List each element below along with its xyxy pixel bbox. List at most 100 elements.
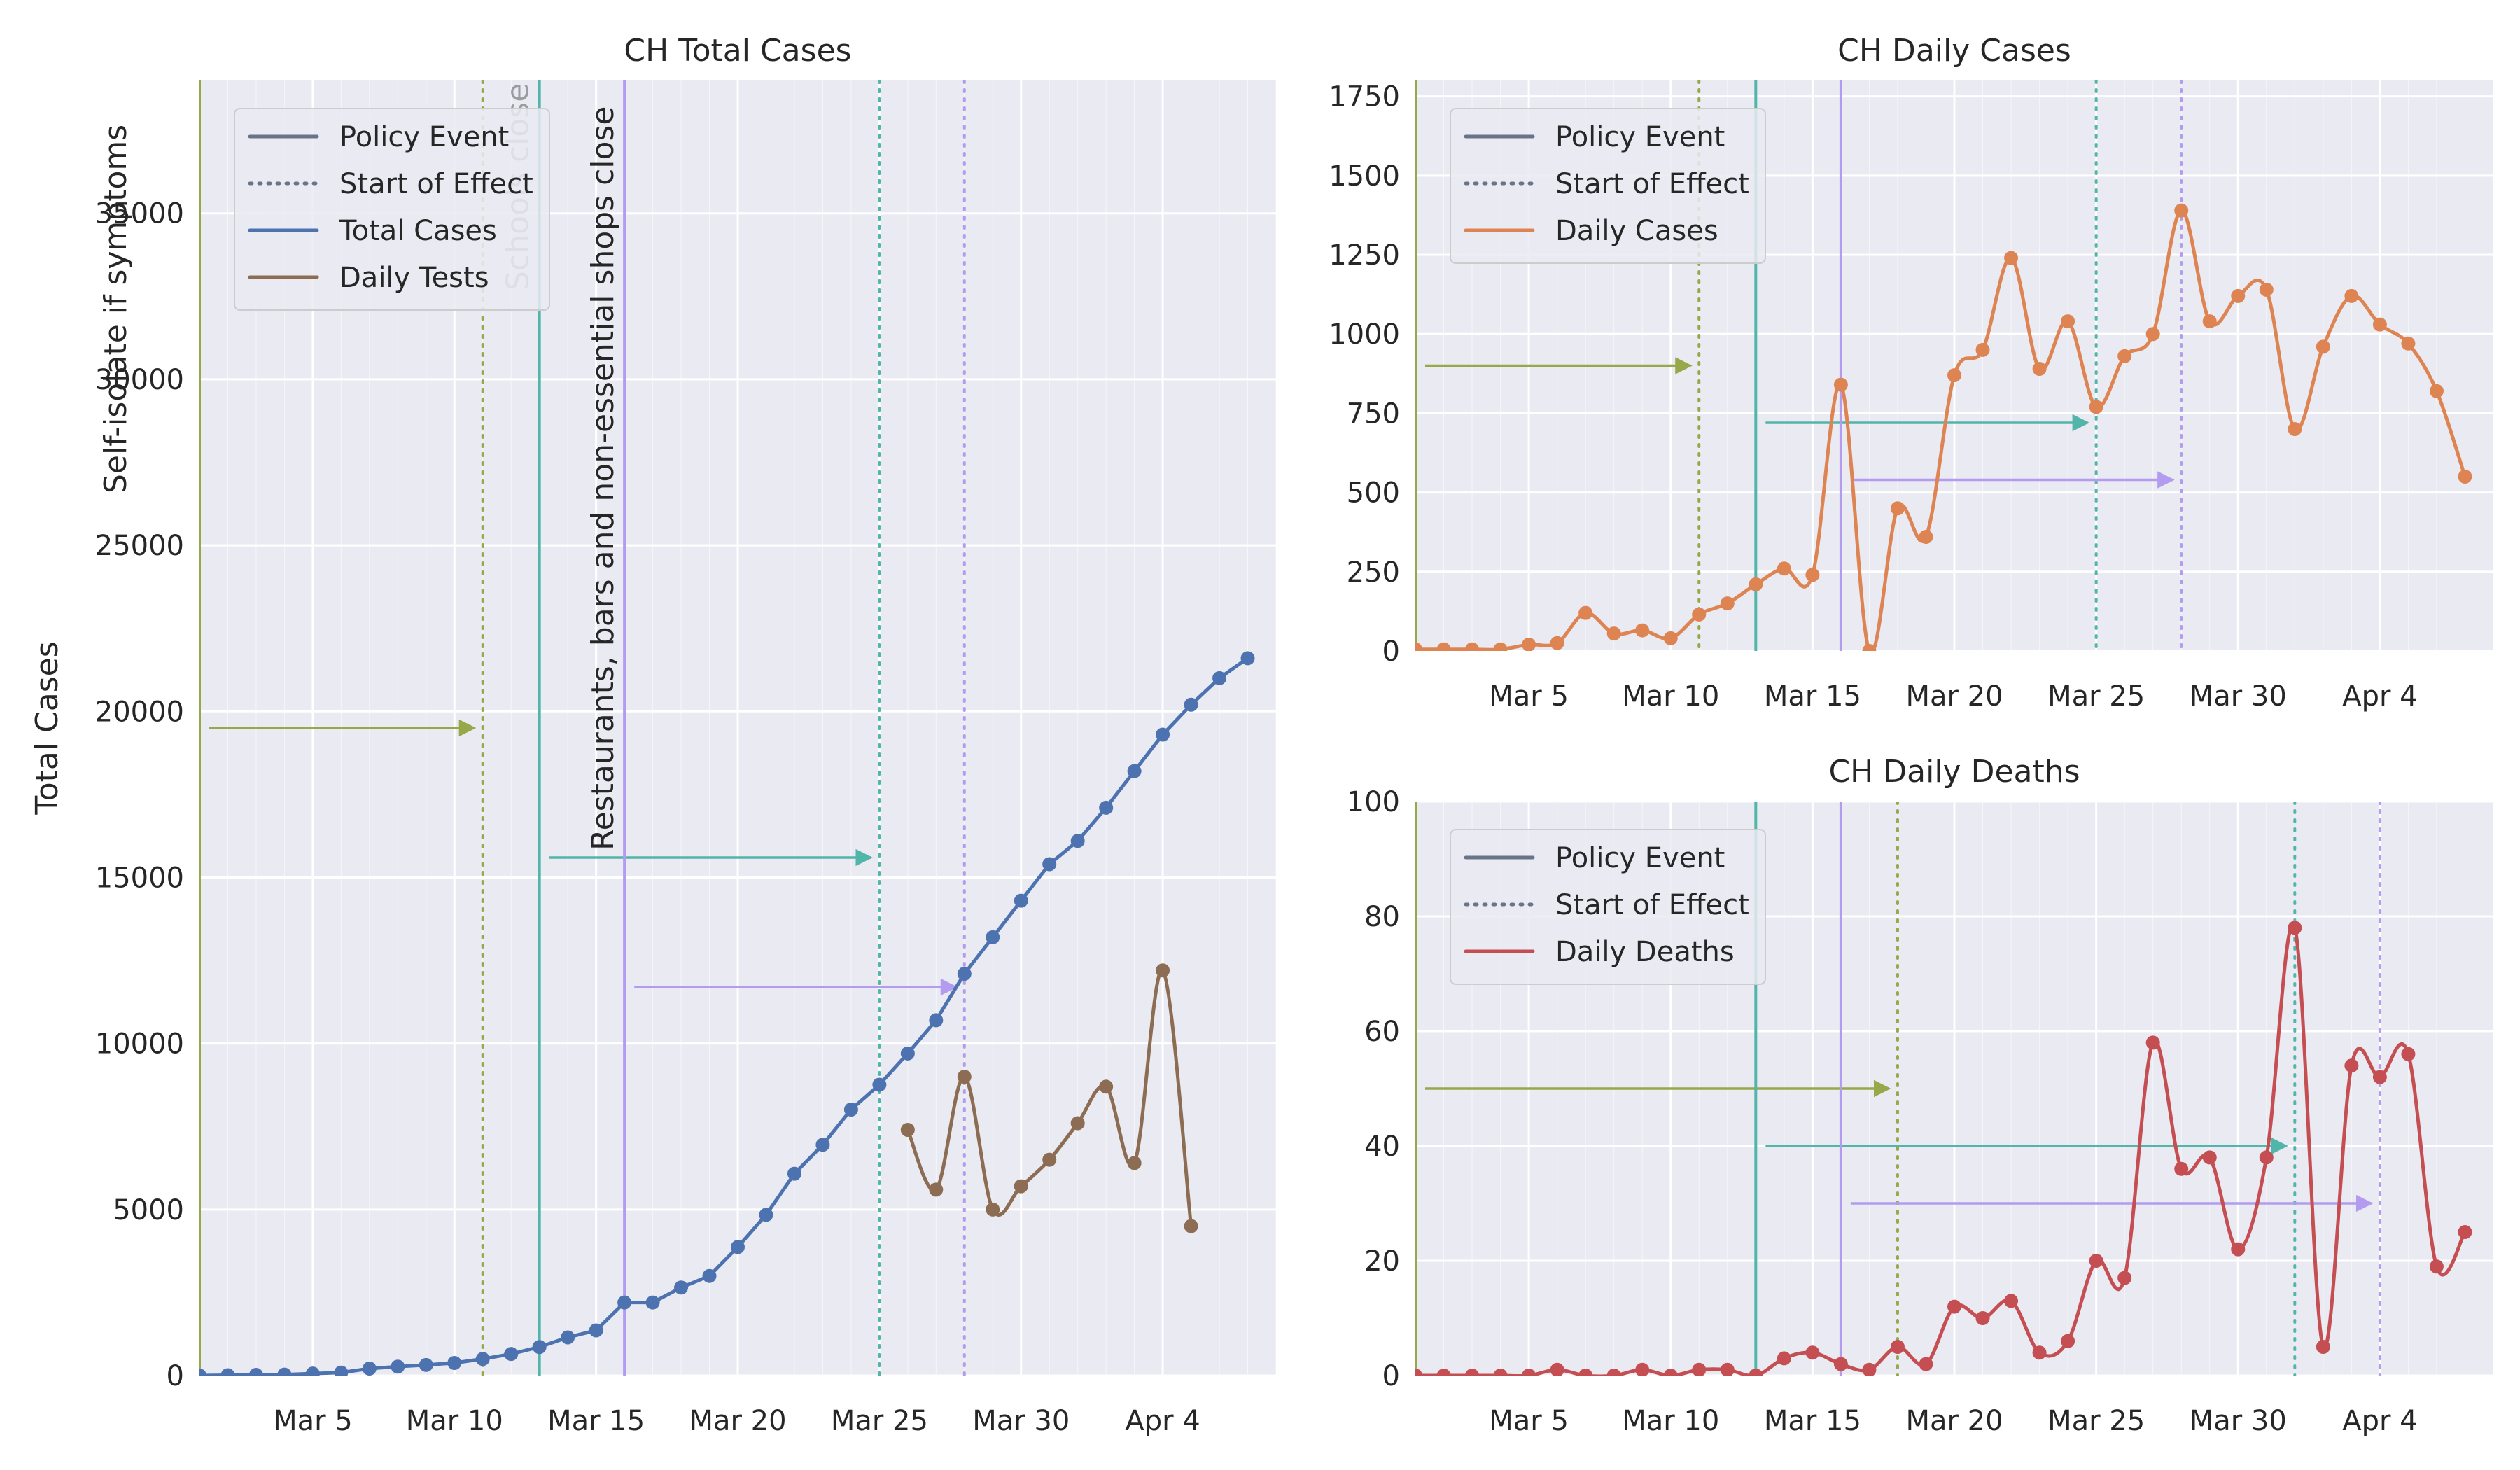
data-point [1805, 568, 1820, 582]
data-point [589, 1323, 603, 1338]
x-tick-label: Mar 15 [547, 1405, 645, 1437]
panel-cases: Mar 5 Mar 10 Mar 15 Mar 20 Mar 25 Mar 30 Apr 4… [1329, 33, 2494, 713]
data-point [1127, 1156, 1142, 1170]
x-tick-label: Mar 30 [972, 1405, 1070, 1437]
data-point [1415, 642, 1422, 651]
y-tick-label: 1750 [1329, 81, 1400, 113]
data-point [957, 967, 972, 981]
data-point [1635, 1362, 1650, 1376]
y-tick-label: 1500 [1329, 160, 1400, 192]
data-point [1465, 1368, 1480, 1376]
y-tick-label: 0 [1382, 636, 1400, 668]
y-tick-label: 1250 [1329, 239, 1400, 272]
data-point [200, 1368, 206, 1376]
data-point [2259, 282, 2274, 297]
data-point [1042, 857, 1057, 872]
data-point [2344, 1058, 2359, 1073]
data-point [1947, 1299, 1961, 1314]
data-point [900, 1046, 915, 1060]
chart-title: CH Daily Cases [1837, 33, 2071, 69]
data-point [2288, 422, 2302, 437]
data-point [2089, 1254, 2104, 1268]
x-tick-label: Mar 5 [1489, 680, 1569, 713]
data-point [305, 1366, 320, 1376]
data-point [1493, 642, 1508, 651]
data-point [1919, 1357, 1933, 1371]
data-point [731, 1240, 745, 1254]
data-point [1720, 596, 1735, 611]
data-point [2231, 288, 2246, 303]
legend-label: Policy Event [1555, 842, 1725, 874]
data-point [1493, 1368, 1508, 1376]
y-tick-label: 750 [1347, 398, 1400, 430]
data-point [1606, 626, 1621, 641]
legend: Policy Event Start of Effect Total Cases Da… [234, 108, 550, 311]
data-point [1833, 377, 1848, 392]
legend-label: Daily Tests [340, 262, 489, 294]
data-point [334, 1365, 349, 1376]
data-point [1578, 606, 1593, 620]
y-tick-label: 30000 [95, 364, 184, 396]
x-tick-label: Mar 10 [406, 1405, 503, 1437]
x-tick-label: Mar 20 [1905, 1405, 2003, 1437]
x-tick-label: Mar 30 [2190, 1405, 2287, 1437]
data-point [2372, 1070, 2387, 1084]
data-point [1833, 1357, 1848, 1371]
data-point [1014, 1179, 1028, 1194]
data-point [2401, 1046, 2416, 1061]
data-point [929, 1013, 944, 1028]
data-point [1749, 1368, 1763, 1376]
data-point [2174, 203, 2189, 218]
data-point [2004, 251, 2019, 265]
data-point [617, 1295, 632, 1310]
data-point [2032, 1345, 2047, 1360]
data-point [1184, 1219, 1198, 1233]
data-point [2089, 400, 2104, 414]
data-point [702, 1268, 717, 1283]
y-axis-label: Total Cases [29, 641, 65, 815]
x-tick-label: Mar 15 [1764, 1405, 1861, 1437]
data-point [1070, 834, 1085, 848]
data-point [929, 1182, 944, 1197]
legend: Policy Event Start of Effect Daily Deaths [1450, 829, 1766, 985]
y-tick-label: 500 [1347, 477, 1400, 510]
data-point [844, 1102, 858, 1117]
data-point [872, 1077, 887, 1092]
chart-title: CH Daily Deaths [1828, 754, 2080, 790]
data-point [362, 1362, 377, 1376]
chart-title: CH Total Cases [624, 33, 851, 69]
y-tick-label: 15000 [95, 862, 184, 894]
y-tick-label: 60 [1364, 1016, 1400, 1048]
y-tick-label: 25000 [95, 530, 184, 562]
data-point [1890, 501, 1905, 516]
legend-box [1450, 108, 1766, 264]
data-point [1805, 1345, 1820, 1360]
x-tick-label: Mar 10 [1622, 680, 1719, 713]
x-tick-label: Apr 4 [1125, 1405, 1200, 1437]
y-tick-label: 80 [1364, 901, 1400, 933]
x-tick-label: Mar 20 [1905, 680, 2003, 713]
data-point [1099, 1079, 1114, 1094]
legend-label: Daily Deaths [1555, 936, 1735, 968]
legend-box [234, 108, 550, 311]
x-tick-label: Mar 10 [1622, 1405, 1719, 1437]
data-point [2118, 349, 2132, 363]
data-point [1014, 893, 1028, 908]
policy-markers [1415, 802, 2381, 1376]
y-tick-label: 10000 [95, 1028, 184, 1060]
data-point [1862, 1362, 1877, 1376]
data-point [475, 1352, 490, 1366]
data-point [504, 1347, 519, 1362]
data-point [1663, 1368, 1678, 1376]
legend-label: Total Cases [339, 215, 497, 247]
data-point [2061, 314, 2076, 329]
data-point [1156, 963, 1170, 978]
data-point [2458, 1225, 2472, 1239]
panel-deaths: Mar 5 Mar 10 Mar 15 Mar 20 Mar 25 Mar 30 Apr 4… [1347, 754, 2494, 1437]
data-point [2231, 1242, 2246, 1256]
data-point [2429, 1259, 2444, 1274]
x-tick-label: Apr 4 [2342, 1405, 2417, 1437]
data-point [1947, 368, 1961, 383]
data-point [1663, 631, 1678, 645]
